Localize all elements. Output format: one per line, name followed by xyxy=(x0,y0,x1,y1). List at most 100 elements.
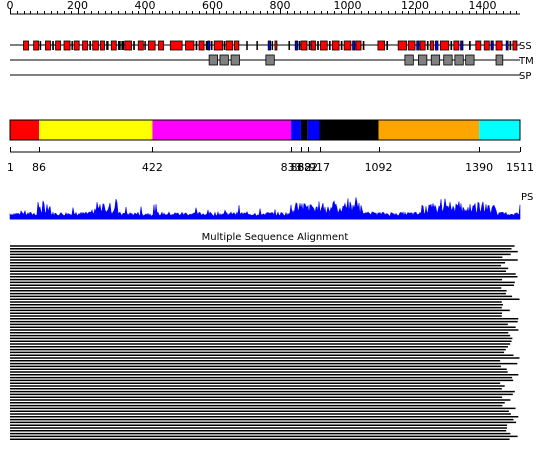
ss-helix xyxy=(198,40,205,51)
ruler-tick-label: 400 xyxy=(135,0,156,12)
ss-coil xyxy=(223,41,226,50)
domain-segment xyxy=(479,120,520,140)
ss-helix xyxy=(407,40,416,51)
ss-helix xyxy=(185,40,195,51)
ss-coil xyxy=(271,41,274,50)
ss-coil xyxy=(509,41,512,50)
sp-track-label: SP xyxy=(519,71,531,82)
domain-segment xyxy=(307,120,320,140)
domain-boundary-label: 86 xyxy=(32,161,46,174)
domain-boundary-label: 917 xyxy=(309,161,330,174)
ss-coil xyxy=(288,41,290,50)
ss-coil xyxy=(469,41,471,50)
ss-strand xyxy=(267,40,271,51)
ss-helix xyxy=(397,40,407,51)
ruler-tick-label: 800 xyxy=(270,0,291,12)
ss-helix xyxy=(495,40,503,51)
ss-strand xyxy=(352,40,356,51)
ss-helix xyxy=(213,40,224,51)
ss-coil xyxy=(340,41,343,50)
domain-boundary-label: 882 xyxy=(297,161,318,174)
domain-segment xyxy=(378,120,480,140)
ss-coil xyxy=(328,41,331,50)
ss-helix xyxy=(137,40,144,51)
ruler-tick-label: 200 xyxy=(67,0,88,12)
ss-coil xyxy=(450,41,453,50)
ss-helix xyxy=(453,40,460,51)
domain-segment xyxy=(300,120,308,140)
ss-helix xyxy=(33,40,40,51)
ss-helix xyxy=(225,40,234,51)
ss-helix xyxy=(355,40,362,51)
tm-segment xyxy=(465,54,475,66)
ss-coil xyxy=(317,41,319,50)
ss-helix xyxy=(100,40,105,51)
ss-strand xyxy=(207,40,211,51)
ss-helix xyxy=(274,40,278,51)
ss-helix xyxy=(92,40,99,51)
tm-segment xyxy=(208,54,218,66)
ss-coil xyxy=(256,41,258,50)
ss-helix xyxy=(419,40,426,51)
tm-segment xyxy=(418,54,428,66)
tm-segment xyxy=(495,54,504,66)
ruler-tick-label: 0 xyxy=(7,0,14,12)
ss-helix xyxy=(63,40,71,51)
domain-segment xyxy=(291,120,301,140)
tm-segment xyxy=(219,54,229,66)
ss-helix xyxy=(23,40,29,51)
ss-coil xyxy=(71,41,73,50)
ss-helix xyxy=(310,40,316,51)
ss-helix xyxy=(429,40,434,51)
ss-coil xyxy=(298,41,301,50)
ss-helix xyxy=(475,40,482,51)
ruler-tick-label: 1400 xyxy=(469,0,497,12)
ss-helix xyxy=(377,40,386,51)
ss-coil xyxy=(308,41,311,50)
ss-helix xyxy=(169,40,183,51)
ss-helix xyxy=(158,40,164,51)
ss-helix xyxy=(300,40,308,51)
ss-strand xyxy=(505,40,509,51)
domain-boundary-label: 1092 xyxy=(365,161,393,174)
tm-segment xyxy=(430,54,441,66)
domain-bar xyxy=(9,119,521,141)
domain-segment xyxy=(39,120,153,140)
ss-coil xyxy=(52,41,54,50)
ss-coil xyxy=(133,41,135,50)
ss-helix xyxy=(124,40,132,51)
ss-helix xyxy=(73,40,80,51)
ruler-tick-label: 1000 xyxy=(334,0,362,12)
ss-coil xyxy=(210,41,213,50)
ss-helix xyxy=(483,40,490,51)
ss-strand xyxy=(416,40,420,51)
domain-segment xyxy=(152,120,292,140)
domain-boundary-label: 1390 xyxy=(465,161,493,174)
ss-helix xyxy=(55,40,62,51)
domain-segment xyxy=(10,120,40,140)
ss-strand xyxy=(490,40,494,51)
tm-segment xyxy=(404,54,414,66)
ss-coil xyxy=(89,41,92,50)
tm-segment xyxy=(265,54,275,66)
domain-boundary-label: 862 xyxy=(290,161,311,174)
domain-bar-frame xyxy=(9,119,521,141)
ss-helix xyxy=(343,40,352,51)
ss-coil xyxy=(205,41,208,50)
ss-helix xyxy=(45,40,51,51)
tm-track-label: TM xyxy=(518,56,534,67)
domain-boundary-label: 833 xyxy=(281,161,302,174)
domain-segment xyxy=(319,120,379,140)
ss-coil xyxy=(144,41,146,50)
tm-segment xyxy=(230,54,240,66)
ss-coil xyxy=(426,41,429,50)
msa-title: Multiple Sequence Alignment xyxy=(202,232,349,243)
ss-helix xyxy=(82,40,89,51)
tm-segment xyxy=(443,54,453,66)
domain-boundary-label: 422 xyxy=(142,161,163,174)
msa-block xyxy=(10,245,520,440)
secondary-structure-track xyxy=(10,40,520,51)
domain-boundary-label: 1511 xyxy=(506,161,534,174)
